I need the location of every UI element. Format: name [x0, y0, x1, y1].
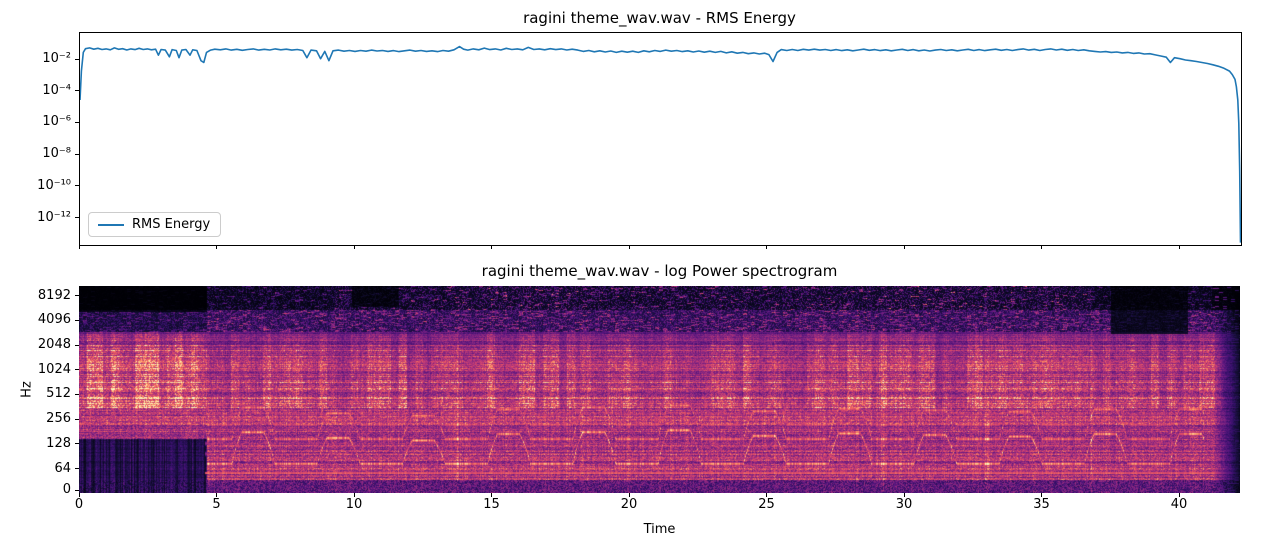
spectrogram-xlabel: Time [643, 522, 676, 537]
spectrogram-x-tick-label: 35 [1033, 497, 1050, 512]
rms-axes: RMS Energy [79, 32, 1242, 246]
spectrogram-image [79, 286, 1240, 493]
rms-x-tick [1041, 245, 1042, 249]
spectrogram-y-tick-label: 1024 [37, 361, 71, 377]
spectrogram-x-tick-label: 20 [620, 497, 638, 512]
spectrogram-x-tick [903, 493, 905, 497]
rms-y-tick-label: 10⁻⁴ [42, 82, 71, 98]
spectrogram-x-tick [78, 493, 80, 497]
spectrogram-x-tick [628, 493, 630, 497]
spectrogram-y-tick [75, 319, 79, 321]
spectrogram-y-tick [75, 344, 79, 346]
rms-energy-line [80, 45, 1241, 243]
spectrogram-x-tick [216, 493, 217, 497]
rms-x-tick [766, 245, 767, 249]
spectrogram-x-tick-label: 15 [483, 497, 500, 512]
spectrogram-y-tick [75, 468, 79, 469]
spectrogram-y-tick-label: 2048 [37, 337, 71, 352]
rms-x-tick [216, 245, 217, 249]
legend-line-sample [98, 223, 124, 226]
spectrogram-axes [79, 286, 1240, 493]
spectrogram-x-tick-label: 25 [758, 497, 775, 512]
rms-y-tick-label: 10⁻⁶ [42, 114, 71, 130]
rms-y-tick-label: 10⁻¹⁰ [37, 177, 71, 193]
spectrogram-x-tick [1041, 493, 1042, 497]
rms-line-chart [80, 45, 1241, 243]
rms-x-tick [78, 245, 80, 249]
spectrogram-y-tick-label: 8192 [37, 287, 71, 303]
spectrogram-x-tick-label: 5 [212, 497, 221, 512]
spectrogram-y-tick [75, 369, 79, 371]
rms-x-tick [353, 245, 355, 249]
rms-y-tick [75, 185, 79, 187]
rms-y-tick-label: 10⁻¹² [37, 209, 71, 225]
spectrogram-y-tick-label: 512 [46, 386, 71, 402]
spectrogram-y-tick-label: 4096 [37, 312, 71, 328]
rms-x-tick [491, 245, 492, 249]
rms-y-tick [75, 90, 79, 92]
rms-legend: RMS Energy [88, 212, 222, 237]
rms-x-tick [628, 245, 630, 249]
spectrogram-y-tick [75, 418, 79, 420]
spectrogram-x-tick [353, 493, 355, 497]
spectrogram-x-tick-label: 10 [345, 497, 363, 512]
spectrogram-y-tick [75, 295, 79, 297]
spectrogram-y-tick-label: 256 [46, 411, 71, 427]
spectrogram-y-tick [75, 443, 79, 445]
rms-y-tick [75, 153, 79, 155]
spectrogram-x-tick [1178, 493, 1180, 497]
spectrogram-x-tick-label: 0 [74, 497, 84, 512]
spectrogram-y-tick-label: 128 [46, 435, 71, 451]
legend-label: RMS Energy [132, 217, 211, 232]
rms-x-tick [903, 245, 905, 249]
rms-y-tick [75, 121, 79, 123]
rms-y-tick-label: 10⁻² [42, 51, 71, 66]
rms-x-tick [1178, 245, 1180, 249]
rms-plot-title: ragini theme_wav.wav - RMS Energy [523, 9, 796, 27]
spectrogram-y-tick-label: 0 [62, 482, 71, 497]
spectrogram-x-tick [491, 493, 492, 497]
spectrogram-y-tick [75, 489, 79, 491]
rms-y-tick [75, 58, 79, 60]
spectrogram-x-tick-label: 30 [895, 497, 913, 512]
spectrogram-y-tick-label: 64 [54, 460, 71, 476]
spectrogram-y-tick [75, 393, 79, 395]
spectrogram-x-tick [766, 493, 767, 497]
rms-y-tick [75, 217, 79, 218]
spectrogram-title: ragini theme_wav.wav - log Power spectro… [481, 262, 838, 280]
rms-y-tick-label: 10⁻⁸ [42, 146, 71, 162]
spectrogram-x-tick-label: 40 [1170, 497, 1188, 512]
